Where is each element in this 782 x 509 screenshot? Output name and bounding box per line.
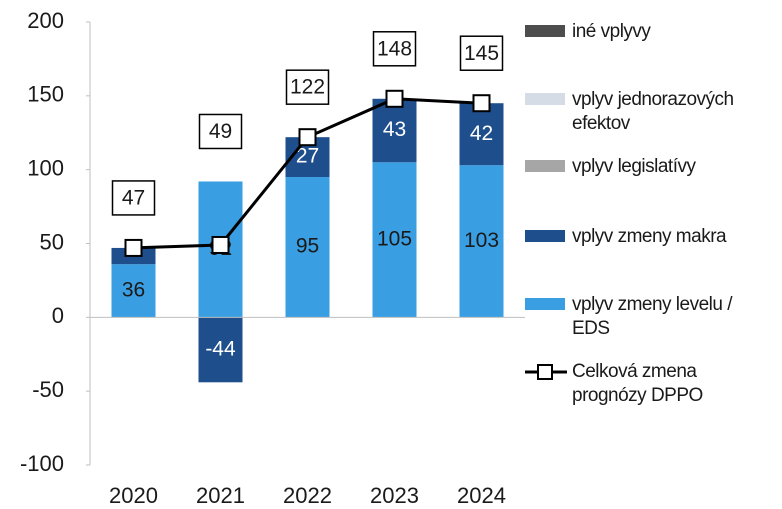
total-label: 148 <box>377 37 412 60</box>
bar-segment <box>372 162 417 318</box>
total-label: 145 <box>464 42 499 65</box>
line-marker <box>385 89 404 108</box>
bar-segment <box>111 264 156 318</box>
y-tick-label: 50 <box>40 229 64 254</box>
legend-item: vplyv zmeny makra <box>525 225 772 249</box>
y-tick-label: -50 <box>32 377 64 402</box>
y-tick-label: 100 <box>27 155 64 180</box>
line-marker <box>211 235 230 254</box>
legend-item: vplyv zmeny levelu / EDS <box>525 293 772 341</box>
y-tick-label: -100 <box>20 451 64 476</box>
line-marker <box>124 238 143 257</box>
x-tick-label: 2021 <box>196 483 245 508</box>
total-label-box <box>459 35 504 71</box>
legend-label: Celková zmena prognózy DPPO <box>572 361 703 406</box>
total-label-box <box>285 69 330 105</box>
total-label-box <box>198 113 243 150</box>
data-label: 27 <box>296 145 319 168</box>
data-label: 95 <box>296 235 319 258</box>
bar-segment <box>372 98 417 163</box>
x-tick-label: 2020 <box>109 483 158 508</box>
legend-item: iné vplyvy <box>525 20 772 44</box>
legend-swatch <box>525 93 565 105</box>
legend-item: Celková zmena prognózy DPPO <box>525 360 772 408</box>
data-label: 105 <box>377 227 412 250</box>
bar-segment <box>459 165 504 318</box>
total-label-box <box>111 180 156 216</box>
total-label-box <box>372 31 417 67</box>
data-label: -44 <box>205 337 236 360</box>
legend-swatch <box>525 364 567 380</box>
legend-item: vplyv legislatívy <box>525 155 772 179</box>
total-label: 49 <box>209 120 232 143</box>
legend-item: vplyv jednorazových efektov <box>525 88 772 136</box>
legend-label: vplyv jednorazových efektov <box>572 89 734 134</box>
line-marker <box>298 128 317 147</box>
total-label: 122 <box>290 76 325 99</box>
x-tick-label: 2023 <box>370 483 419 508</box>
y-tick-label: 200 <box>27 8 64 33</box>
legend-swatch <box>525 298 565 310</box>
legend-swatch <box>525 160 565 172</box>
legend-label: vplyv zmeny makra <box>572 226 727 247</box>
y-tick-label: 0 <box>52 303 64 328</box>
line-marker <box>472 94 491 113</box>
x-tick-label: 2024 <box>457 483 506 508</box>
bar-segment <box>198 317 243 383</box>
legend-label: iné vplyvy <box>572 21 651 42</box>
legend-label: vplyv zmeny levelu / EDS <box>572 294 733 339</box>
data-label: 36 <box>122 278 145 301</box>
x-tick-label: 2022 <box>283 483 332 508</box>
data-label: 42 <box>470 122 493 145</box>
data-label: 43 <box>383 118 406 141</box>
legend-label: vplyv legislatívy <box>572 156 696 177</box>
legend-marker <box>537 364 553 380</box>
y-tick-label: 150 <box>27 82 64 107</box>
legend-swatch <box>525 230 565 242</box>
total-label: 47 <box>122 186 145 209</box>
bar-segment <box>459 103 504 166</box>
data-label: 103 <box>464 229 499 252</box>
legend-swatch <box>525 25 565 37</box>
bar-segment <box>285 177 330 318</box>
